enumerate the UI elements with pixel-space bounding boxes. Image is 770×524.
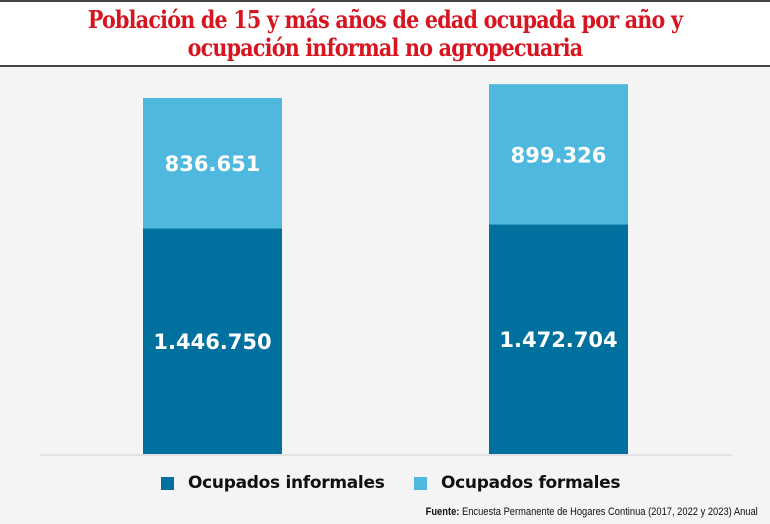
source-text: Encuesta Permanente de Hogares Continua … xyxy=(459,506,758,518)
bar-informales-1 xyxy=(143,228,282,454)
legend-label-formales: Ocupados formales xyxy=(441,473,621,493)
source-note: Fuente: Encuesta Permanente de Hogares C… xyxy=(426,506,758,518)
bar-formales-1 xyxy=(143,97,282,229)
legend-swatch-informales xyxy=(161,476,174,490)
chart-plot: 1.446.750 836.651 1.472.704 899.326 xyxy=(40,84,732,456)
legend: Ocupados informales Ocupados formales xyxy=(0,473,770,499)
source-label: Fuente: xyxy=(425,506,460,518)
chart-header: Población de 15 y más años de edad ocupa… xyxy=(0,2,770,67)
data-label-formales-2: 899.326 xyxy=(511,143,607,167)
legend-label-informales: Ocupados informales xyxy=(188,473,385,493)
bar-informales-2 xyxy=(489,224,628,454)
top-border xyxy=(0,0,770,2)
legend-item-informales: Ocupados informales xyxy=(161,473,385,493)
chart-title-line-1: Población de 15 y más años de edad ocupa… xyxy=(87,5,683,34)
chart-title: Población de 15 y más años de edad ocupa… xyxy=(54,6,716,62)
chart-title-line-2: ocupación informal no agropecuaria xyxy=(187,33,584,62)
legend-item-formales: Ocupados formales xyxy=(414,473,620,493)
bar-formales-2 xyxy=(489,84,628,225)
data-label-informales-2: 1.472.704 xyxy=(499,328,617,352)
bars-group: 1.446.750 836.651 1.472.704 899.326 xyxy=(143,84,628,454)
data-label-informales-1: 1.446.750 xyxy=(153,330,271,354)
legend-swatch-formales xyxy=(414,476,427,490)
data-label-formales-1: 836.651 xyxy=(165,152,261,176)
